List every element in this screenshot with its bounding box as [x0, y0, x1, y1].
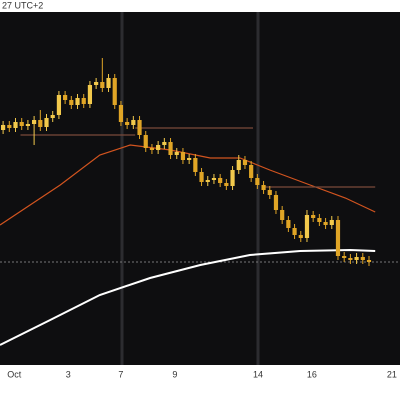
- x-tick-label: 9: [172, 369, 177, 379]
- candle-body: [13, 122, 18, 128]
- line-series: [0, 248, 376, 346]
- candle-body: [236, 160, 241, 170]
- header-text: 27 UTC+2: [2, 0, 43, 10]
- candle-body: [50, 115, 55, 118]
- x-tick-label: 21: [387, 369, 397, 379]
- candle-body: [329, 220, 334, 225]
- candle-body: [230, 170, 235, 186]
- candle-body: [32, 120, 37, 124]
- candle-body: [366, 260, 372, 262]
- x-tick-label: 14: [253, 369, 263, 379]
- candle-body: [342, 256, 347, 258]
- candle-body: [100, 82, 105, 88]
- candle-body: [137, 120, 142, 135]
- candle-body: [69, 100, 74, 105]
- candle-body: [286, 220, 291, 228]
- candle-body: [87, 85, 93, 104]
- candle-body: [38, 120, 43, 127]
- candle-body: [354, 257, 359, 260]
- candle-body: [106, 78, 111, 88]
- candle-body: [162, 142, 167, 145]
- candle-body: [280, 210, 285, 220]
- candle-body: [44, 118, 49, 127]
- candle-body: [7, 125, 12, 128]
- candle-body: [249, 165, 254, 178]
- candle-body: [174, 152, 179, 155]
- candle-body: [218, 178, 223, 183]
- candle-body: [143, 135, 148, 148]
- candle-body: [298, 235, 303, 238]
- x-tick-label: 3: [66, 369, 71, 379]
- candle-body: [360, 257, 365, 260]
- candle-body: [81, 98, 86, 104]
- candle-body: [261, 185, 266, 190]
- candle-body: [56, 95, 62, 115]
- candle-body: [193, 158, 198, 172]
- candle-body: [94, 82, 99, 85]
- candle-body: [255, 178, 260, 185]
- candle-body: [118, 105, 124, 122]
- candle-body: [267, 190, 272, 195]
- candle-body: [25, 124, 31, 126]
- candle-body: [348, 258, 353, 260]
- candle-body: [335, 220, 341, 256]
- candle-body: [211, 178, 217, 180]
- candle-body: [323, 222, 328, 225]
- candle-body: [1, 125, 6, 130]
- candle-body: [63, 95, 68, 100]
- candle-body: [168, 142, 173, 155]
- line-series: [0, 144, 376, 226]
- x-tick-label: Oct: [7, 369, 22, 379]
- candle-body: [156, 145, 161, 150]
- candle-body: [292, 228, 297, 235]
- x-tick-label: 7: [118, 369, 123, 379]
- candle-body: [19, 122, 24, 126]
- candle-body: [205, 180, 210, 182]
- candle-body: [224, 183, 229, 186]
- candle-body: [112, 78, 117, 105]
- x-tick-label: 16: [307, 369, 317, 379]
- candle-body: [317, 218, 322, 222]
- candle-body: [131, 120, 136, 125]
- candle-body: [149, 148, 155, 150]
- candle-body: [242, 160, 248, 165]
- candle-body: [180, 152, 186, 160]
- candle-body: [125, 122, 130, 125]
- candle-body: [187, 158, 192, 160]
- candle-body: [273, 195, 279, 210]
- plot-area: [0, 12, 400, 365]
- candle-body: [304, 215, 310, 238]
- candle-body: [75, 98, 80, 105]
- candle-body: [199, 172, 204, 182]
- candle-body: [311, 215, 316, 218]
